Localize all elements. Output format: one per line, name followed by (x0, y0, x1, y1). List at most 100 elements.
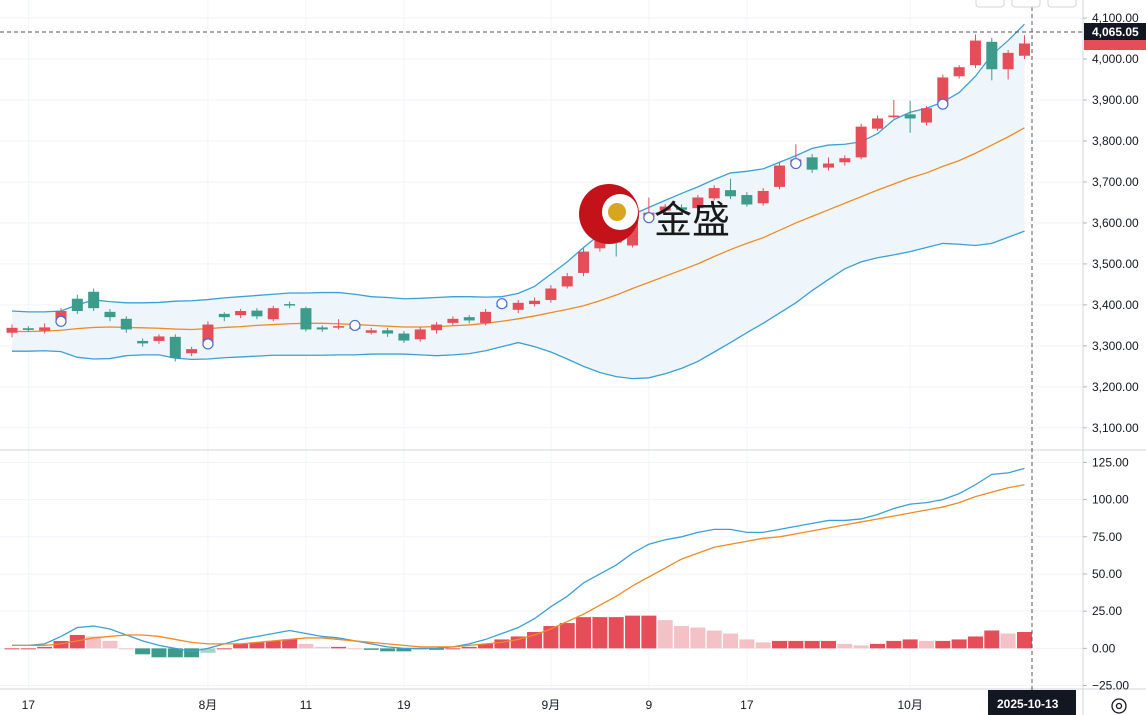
candle-body (545, 288, 557, 300)
candle-body (578, 251, 590, 273)
candle-body (267, 308, 279, 320)
candle-body (1002, 52, 1014, 70)
candle-body (104, 311, 116, 318)
macd-histogram-bar (935, 640, 951, 649)
price-tick-label: 4,100.00 (1092, 11, 1139, 25)
macd-histogram-bar (674, 626, 690, 649)
candle-body (855, 126, 867, 158)
macd-histogram-bar (641, 615, 657, 649)
macd-tick-label: 125.00 (1092, 455, 1129, 469)
price-tick-label: 3,300.00 (1092, 339, 1139, 353)
macd-histogram-bar (657, 620, 673, 649)
macd-histogram-bar (821, 640, 836, 649)
macd-histogram-bar (772, 640, 788, 649)
macd-histogram-bar (265, 640, 281, 649)
macd-histogram-bar (837, 643, 853, 649)
macd-histogram-bar (118, 648, 134, 650)
macd-histogram-bar (216, 648, 232, 650)
candle-body (251, 310, 263, 317)
candle-body (6, 327, 18, 333)
macd-histogram-bar (592, 617, 608, 649)
macd-histogram-bar (69, 634, 85, 649)
macd-histogram-bar (951, 639, 967, 649)
macd-histogram-bar (690, 627, 706, 649)
candle-body (529, 300, 541, 305)
macd-histogram-bar (625, 615, 641, 649)
macd-histogram-bar (37, 646, 53, 649)
candle-body (741, 195, 753, 205)
macd-histogram-bar (902, 639, 918, 649)
time-tick-label: 11 (300, 698, 313, 712)
event-marker-icon (937, 98, 949, 110)
candle-body (398, 333, 410, 341)
macd-histogram-bar (804, 640, 820, 649)
candle-body (937, 77, 949, 107)
price-tick-label: 4,000.00 (1092, 52, 1139, 66)
macd-histogram-bar (380, 648, 396, 652)
candle-body (169, 336, 181, 359)
candle-body (414, 329, 426, 340)
macd-line (12, 467, 1025, 652)
time-tick-label: 10月 (897, 698, 922, 712)
candle-body (806, 157, 818, 170)
candle-body (235, 311, 247, 316)
bollinger-lower-line (12, 230, 1025, 380)
macd-histogram-bar (249, 642, 265, 649)
price-tick-label: 3,700.00 (1092, 175, 1139, 189)
macd-tick-label: −25.00 (1092, 679, 1129, 693)
macd-histogram-bar (967, 636, 983, 649)
macd-histogram-bar (135, 648, 151, 655)
settings-icon[interactable] (1111, 698, 1127, 714)
candle-body (986, 41, 998, 70)
macd-histogram-bar (869, 643, 885, 649)
macd-histogram-bar (478, 643, 494, 649)
macd-histogram-bar (314, 646, 330, 649)
time-tick-label: 8月 (199, 698, 218, 712)
candle-body (431, 324, 443, 331)
watermark-text: 金盛 (654, 198, 730, 242)
time-tick-label: 9月 (542, 698, 561, 712)
macd-histogram-bar (543, 626, 559, 649)
macd-histogram-bar (102, 640, 118, 649)
candle-body (39, 327, 51, 331)
macd-histogram-bar (53, 640, 69, 649)
macd-histogram-bar (461, 646, 477, 649)
candle-body (120, 318, 132, 330)
candle-body (627, 220, 639, 246)
time-tick-label: 9 (646, 698, 653, 712)
candle-body (757, 190, 769, 204)
candle-body (463, 317, 475, 321)
toolbar-button-1[interactable] (975, 0, 1005, 8)
macd-histogram-bar (429, 648, 445, 650)
candle-body (774, 165, 786, 187)
event-marker-icon (643, 212, 655, 224)
event-marker-icon (349, 319, 361, 332)
candle-body (904, 114, 916, 119)
top-toolbar (975, 0, 1077, 8)
last-price-tag (1084, 40, 1146, 50)
candle-body (659, 206, 671, 211)
toolbar-button-2[interactable] (1011, 0, 1041, 8)
candle-body (316, 327, 328, 330)
macd-histogram-bar (331, 646, 347, 649)
macd-histogram-bar (1016, 631, 1032, 649)
macd-histogram-bar (559, 623, 575, 649)
price-tick-label: 3,800.00 (1092, 134, 1139, 148)
macd-histogram-bar (706, 630, 722, 649)
candle-body (823, 163, 834, 168)
macd-histogram-bar (723, 633, 739, 649)
price-tick-label: 3,600.00 (1092, 216, 1139, 230)
macd-tick-label: 25.00 (1092, 604, 1122, 618)
macd-histogram-bar (282, 639, 298, 649)
candle-body (137, 340, 149, 344)
macd-tick-label: 0.00 (1092, 641, 1116, 655)
macd-histogram-bar (608, 617, 624, 649)
macd-histogram-bar (755, 642, 771, 649)
macd-tick-label: 50.00 (1092, 567, 1122, 581)
toolbar-button-3[interactable] (1047, 0, 1077, 8)
time-tick-label: 17 (22, 698, 36, 712)
candle-body (284, 304, 296, 306)
macd-histogram-bar (151, 648, 167, 658)
